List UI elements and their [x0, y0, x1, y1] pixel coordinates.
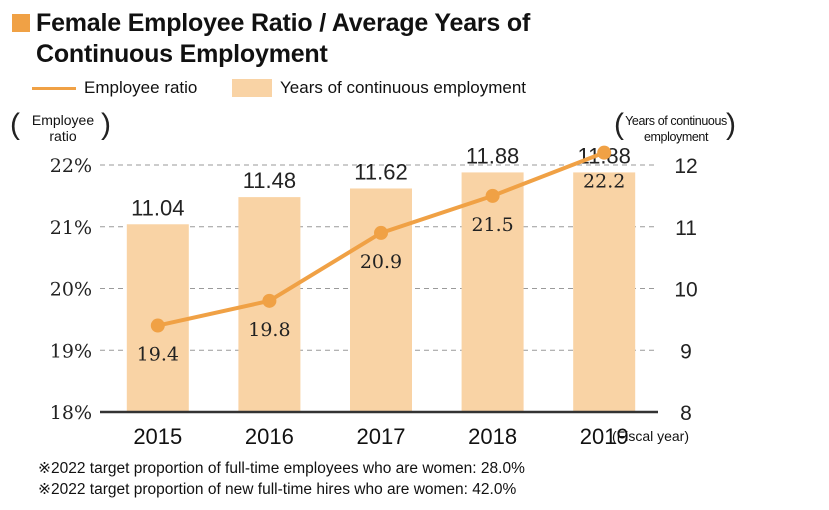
chart-title-line2: Continuous Employment	[36, 40, 328, 68]
x-tick-label: 2017	[357, 424, 406, 449]
left-axis-paren-close: )	[101, 108, 111, 141]
legend-line-label: Employee ratio	[84, 78, 198, 97]
ratio-point	[485, 188, 500, 203]
legend-bar-label: Years of continuous employment	[280, 78, 527, 97]
right-axis-paren-close: )	[726, 108, 736, 141]
ratio-point	[597, 145, 612, 160]
bar	[126, 224, 189, 412]
left-tick-label: 19%	[50, 340, 92, 362]
right-tick-label: 12	[674, 155, 697, 178]
left-tick-label: 18%	[50, 402, 92, 424]
left-tick-label: 22%	[50, 155, 92, 177]
footnote-1: ※2022 target proportion of full-time emp…	[38, 460, 525, 477]
ratio-value-label: 19.8	[248, 319, 290, 341]
right-axis-title-line2: employment	[643, 130, 709, 144]
ratio-value-label: 22.2	[583, 171, 625, 193]
bar-value-label: 11.48	[243, 168, 296, 193]
x-tick-label: 2019	[580, 424, 629, 449]
bar	[461, 172, 524, 412]
x-tick-label: 2016	[245, 424, 294, 449]
x-axis-suffix: (Fiscal year)	[612, 428, 690, 444]
ratio-value-label: 21.5	[471, 214, 513, 236]
bar	[573, 172, 636, 412]
left-tick-label: 21%	[50, 217, 92, 239]
left-axis-title-line2: ratio	[49, 128, 77, 144]
ratio-value-label: 20.9	[360, 251, 402, 273]
ratio-point	[374, 225, 388, 240]
chart-title: Female Employee Ratio / Average Years of…	[36, 8, 530, 70]
x-tick-label: 2015	[133, 424, 182, 449]
bar-value-label: 11.88	[466, 143, 519, 168]
ratio-point	[262, 293, 277, 308]
title-marker-icon	[12, 14, 30, 32]
chart-title-line1: Female Employee Ratio / Average Years of	[36, 9, 531, 37]
right-tick-label: 9	[680, 340, 692, 363]
x-tick-label: 2018	[468, 424, 517, 449]
right-axis-title-line1: Years of continuous	[625, 114, 727, 128]
bar-value-label: 11.62	[354, 159, 407, 184]
right-tick-label: 11	[675, 217, 697, 240]
left-tick-label: 20%	[50, 279, 92, 301]
right-tick-label: 8	[680, 402, 692, 425]
left-axis-title: Employee ratio	[24, 112, 102, 144]
legend-bar-swatch	[232, 79, 272, 97]
ratio-value-label: 19.4	[137, 344, 179, 366]
bar	[350, 188, 412, 412]
footnote-2: ※2022 target proportion of new full-time…	[38, 481, 517, 498]
left-axis-title-line1: Employee	[31, 112, 95, 128]
right-axis-title: Years of continuous employment	[620, 113, 732, 145]
footnotes: ※2022 target proportion of full-time emp…	[38, 458, 525, 500]
legend-line-swatch	[32, 87, 76, 90]
ratio-point	[150, 318, 165, 333]
bar-value-label: 11.04	[131, 195, 184, 220]
right-axis-paren-open: (	[614, 108, 624, 141]
right-tick-label: 10	[674, 279, 697, 302]
left-axis-paren-open: (	[10, 108, 20, 141]
